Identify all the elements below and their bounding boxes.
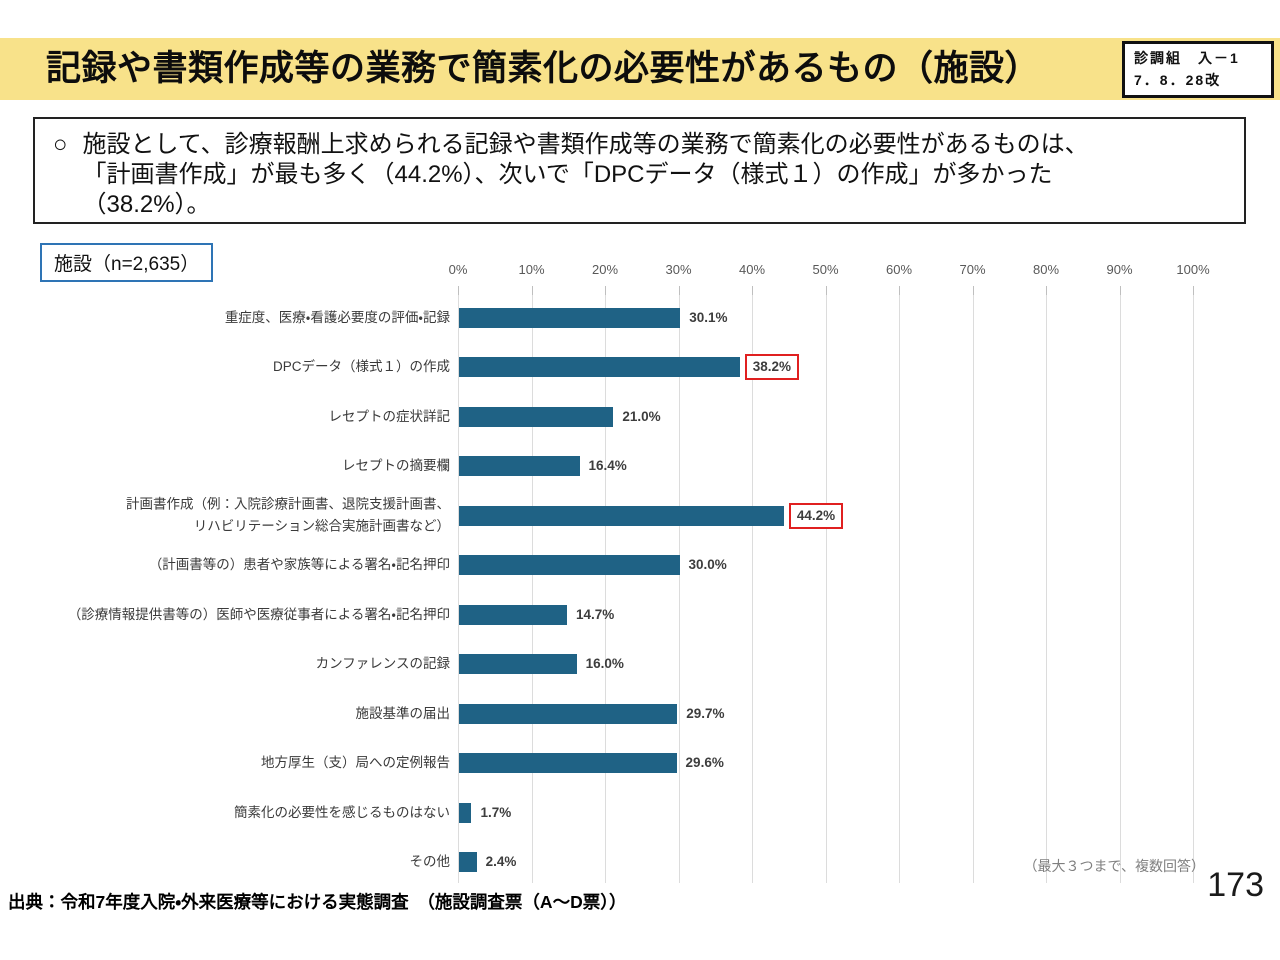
- category-label: 計画書作成（例：入院診療計画書、退院支援計画書、 リハビリテーション総合実施計画…: [126, 496, 450, 534]
- summary-box: ○ 施設として、診療報酬上求められる記録や書類作成等の業務で簡素化の必要性がある…: [33, 117, 1246, 224]
- value-label: 29.6%: [685, 755, 724, 770]
- axis-tick-label: 10%: [518, 262, 545, 277]
- plot-area: 0% 10% 20% 30% 40% 50% 60% 70% 80% 90% 100% 30.1% 38…: [449, 262, 1210, 883]
- bar: [459, 753, 677, 773]
- axis-tick: [1119, 286, 1121, 295]
- bar: [459, 852, 477, 872]
- bar: [459, 703, 678, 724]
- chart-area: 0% 10% 20% 30% 40% 50% 60% 70% 80% 90% 100% 30.1% 38…: [0, 260, 1280, 892]
- value-label: 2.4%: [485, 854, 517, 869]
- category-label: レセプトの症状詳記: [328, 408, 451, 424]
- gridline: [1119, 295, 1121, 883]
- bar: [459, 505, 784, 526]
- page-number: 173: [1207, 866, 1264, 904]
- bar: [459, 654, 577, 674]
- category-label: （計画書等の）患者や家族等による署名・記名押印: [148, 556, 450, 572]
- value-highlight-box: 44.2%: [788, 502, 844, 529]
- value-label: 21.0%: [622, 408, 661, 424]
- axis-tick-label: 100%: [1176, 262, 1210, 277]
- sample-size-label: 施設（n=2,635）: [54, 254, 200, 275]
- value-label: 14.7%: [576, 606, 615, 622]
- axis-tick-label: 30%: [665, 262, 692, 277]
- axis-tick-label: 20%: [591, 262, 619, 277]
- gridline: [825, 295, 827, 883]
- axis-tick: [752, 286, 753, 295]
- category-label: カンファレンスの記録: [315, 655, 450, 671]
- circle-bullet-icon: ○: [53, 131, 68, 158]
- bar: [459, 604, 568, 625]
- chart-note: （最大３つまで、複数回答）: [1023, 858, 1205, 874]
- axis-tick: [605, 286, 606, 295]
- category-label: その他: [409, 853, 451, 869]
- axis-tick-label: 70%: [959, 262, 986, 277]
- axis-tick-label: 0%: [448, 262, 468, 277]
- revision-badge: 診調組 入－1 7．8．28改: [1122, 41, 1274, 98]
- axis-tick: [678, 286, 680, 295]
- axis-tick-label: 80%: [1032, 262, 1060, 277]
- header-bar: 記録や書類作成等の業務で簡素化の必要性があるもの（施設） 診調組 入－1 7．8…: [0, 38, 1280, 100]
- axis-tick: [458, 286, 459, 295]
- axis-tick: [531, 286, 533, 295]
- badge-line-2: 7．8．28改: [1134, 71, 1222, 88]
- gridline: [458, 295, 459, 883]
- axis-tick: [972, 286, 974, 295]
- axis-tick-label: 50%: [812, 262, 839, 277]
- axis-tick-label: 40%: [738, 262, 766, 277]
- summary-text: 施設として、診療報酬上求められる記録や書類作成等の業務で簡素化の必要性があるもの…: [82, 131, 1089, 218]
- value-label: 30.1%: [689, 309, 728, 325]
- category-label: 簡素化の必要性を感じるものはない: [234, 804, 450, 820]
- category-label: DPCデータ（様式１）の作成: [272, 358, 450, 374]
- value-highlight-box: 38.2%: [744, 354, 800, 380]
- value-label: 16.0%: [585, 656, 624, 671]
- value-label: 16.4%: [588, 458, 627, 473]
- gridline: [605, 295, 606, 883]
- category-label: レセプトの摘要欄: [342, 457, 450, 473]
- bar: [459, 406, 614, 427]
- gridline: [1193, 295, 1194, 883]
- gridline: [752, 295, 753, 883]
- source-citation: 出典：令和7年度入院・外来医療等における実態調査 （施設調査票（A～D票））: [8, 892, 627, 912]
- gridline: [899, 295, 900, 883]
- badge-line-1: 診調組 入－1: [1134, 49, 1240, 66]
- gridline: [678, 295, 680, 883]
- value-label: 1.7%: [480, 804, 512, 820]
- category-label: 施設基準の届出: [355, 705, 451, 721]
- gridline: [531, 295, 533, 883]
- axis-tick-label: 60%: [885, 262, 913, 277]
- bar: [459, 307, 681, 328]
- value-label: 30.0%: [688, 557, 727, 572]
- sample-size-box: 施設（n=2,635）: [40, 243, 214, 282]
- gridline: [1046, 295, 1047, 883]
- category-label: （診療情報提供書等の）医師や医療従事者による署名・記名押印: [67, 606, 450, 622]
- axis-tick: [899, 286, 900, 295]
- category-label: 重症度、医療・看護必要度の評価・記録: [224, 309, 450, 325]
- axis-tick: [825, 286, 827, 295]
- category-label: 地方厚生（支）局への定例報告: [261, 754, 450, 770]
- bar: [459, 357, 740, 377]
- axis-tick-label: 90%: [1106, 262, 1133, 277]
- bar: [459, 555, 680, 575]
- bar: [459, 456, 580, 476]
- axis-tick: [1046, 286, 1047, 295]
- axis-tick: [1193, 286, 1194, 295]
- value-label: 29.7%: [686, 705, 725, 721]
- page-title: 記録や書類作成等の業務で簡素化の必要性があるもの（施設）: [46, 49, 1041, 88]
- bar: [459, 802, 472, 823]
- gridline: [972, 295, 974, 883]
